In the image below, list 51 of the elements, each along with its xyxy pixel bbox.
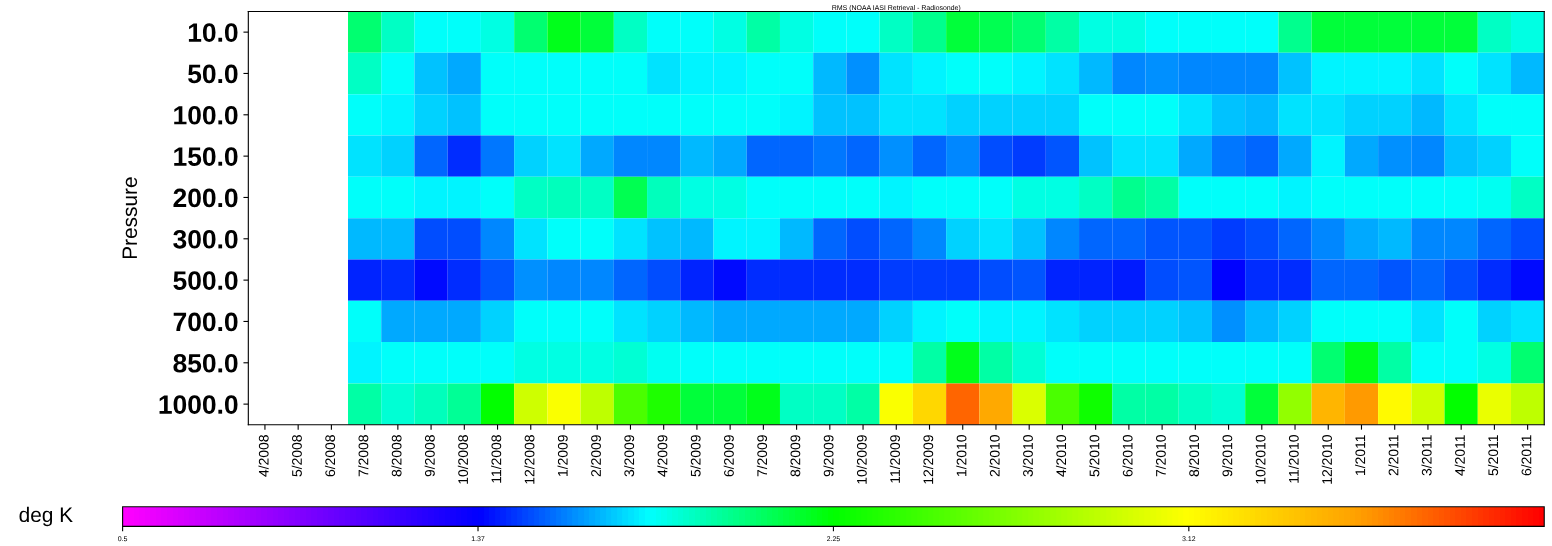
y-tick-label: 850.0 [173,353,238,373]
x-tick-label: 3/2009 [623,435,635,477]
x-tick-label: 10/2008 [457,435,469,484]
x-tick-label: 1/2009 [557,435,568,476]
x-tick-label: 12/2010 [1321,435,1332,484]
x-tick-label: 3/2011 [1421,435,1432,476]
x-tick-label: 8/2010 [1188,435,1200,477]
x-tick-label: 10/2009 [856,435,867,484]
x-tick-label: 2/2010 [989,435,1000,477]
x-tick-label: 9/2009 [823,435,834,477]
y-tick-label: 700.0 [173,312,238,332]
x-tick-label: 12/2009 [923,435,934,484]
x-tick-label: 5/2010 [1089,435,1100,477]
y-tick-label: 10.0 [188,23,238,42]
y-tick-label: 100.0 [174,105,238,125]
y-tick-label: 1000.0 [159,395,238,414]
x-tick-label: 2/2011 [1388,435,1399,476]
x-tick-label: 5/2008 [291,435,302,477]
x-tick-label: 4/2009 [657,435,668,477]
x-tick-label: 7/2010 [1155,435,1166,477]
x-tick-label: 11/2008 [491,435,502,483]
x-tick-label: 5/2009 [690,435,701,477]
x-tick-label: 7/2008 [358,435,369,477]
x-tick-label: 6/2008 [324,435,336,477]
x-tick-label: 9/2010 [1222,435,1233,477]
x-tick-label: 5/2011 [1487,435,1499,476]
x-tick-label: 4/2010 [1055,435,1067,477]
y-tick-label: 50.0 [188,64,238,84]
y-tick-label: 500.0 [173,271,238,290]
x-tick-label: 11/2009 [889,435,901,483]
x-tick-label: 3/2010 [1022,435,1033,477]
x-tick-label: 10/2010 [1255,435,1266,484]
x-tick-label: 4/2011 [1454,435,1465,476]
x-tick-label: 6/2011 [1521,435,1532,476]
x-tick-label: 4/2008 [258,435,269,477]
x-tick-label: 7/2009 [756,435,768,477]
color-bar-title: deg K [19,506,73,527]
x-tick-label: 11/2010 [1288,435,1299,483]
x-tick-label: 12/2008 [524,435,535,484]
y-axis-title: Pressure [122,177,138,259]
x-tick-label: 1/2011 [1355,435,1366,475]
x-tick-label: 6/2009 [723,435,734,477]
y-tick-label: 150.0 [174,147,238,166]
y-tick-label: 200.0 [173,188,238,208]
x-tick-label: 1/2010 [956,435,967,476]
y-tick-label: 300.0 [173,229,238,249]
x-tick-label: 8/2008 [391,435,402,477]
x-tick-label: 6/2010 [1122,435,1133,477]
x-tick-label: 2/2009 [590,435,601,477]
x-tick-label: 9/2008 [424,435,435,477]
x-tick-label: 8/2009 [790,435,801,477]
